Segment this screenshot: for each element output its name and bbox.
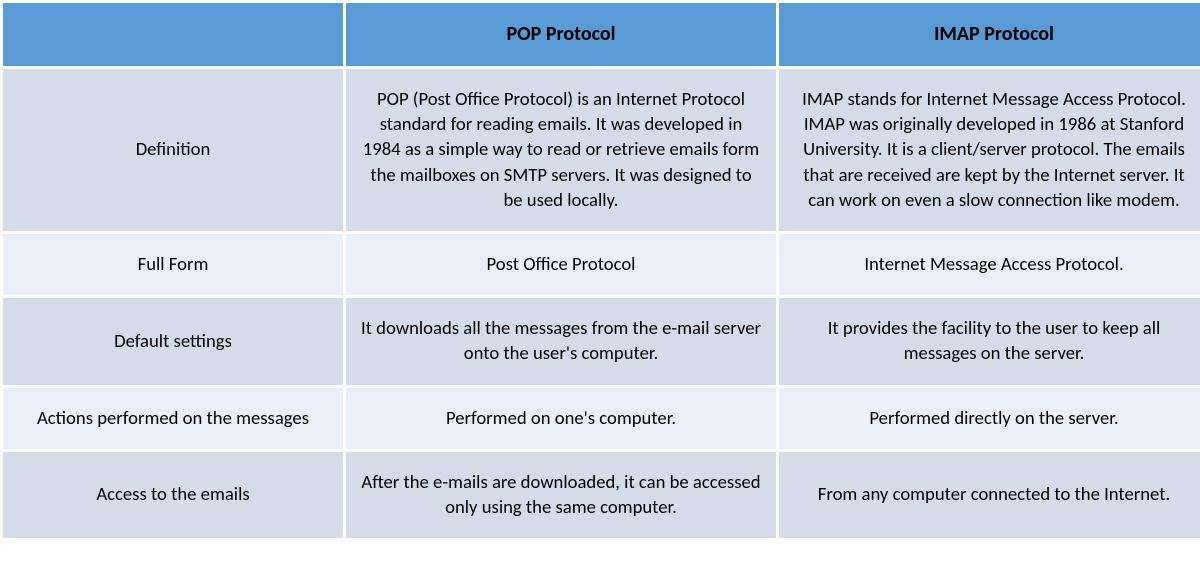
cell-pop-definition: POP (Post Office Protocol) is an Interne… bbox=[346, 69, 776, 231]
header-empty bbox=[3, 3, 343, 66]
table-row: Actions performed on the messages Perfor… bbox=[3, 388, 1200, 449]
cell-imap-definition: IMAP stands for Internet Message Access … bbox=[779, 69, 1200, 231]
row-label-actions: Actions performed on the messages bbox=[3, 388, 343, 449]
header-pop: POP Protocol bbox=[346, 3, 776, 66]
row-label-definition: Definition bbox=[3, 69, 343, 231]
cell-pop-defaultsettings: It downloads all the messages from the e… bbox=[346, 298, 776, 384]
cell-imap-actions: Performed directly on the server. bbox=[779, 388, 1200, 449]
table-row: Access to the emails After the e-mails a… bbox=[3, 452, 1200, 538]
cell-pop-actions: Performed on one's computer. bbox=[346, 388, 776, 449]
table-body: Definition POP (Post Office Protocol) is… bbox=[3, 69, 1200, 538]
table-row: Default settings It downloads all the me… bbox=[3, 298, 1200, 384]
cell-imap-access: From any computer connected to the Inter… bbox=[779, 452, 1200, 538]
cell-pop-fullform: Post Office Protocol bbox=[346, 234, 776, 295]
cell-imap-defaultsettings: It provides the facility to the user to … bbox=[779, 298, 1200, 384]
table-header-row: POP Protocol IMAP Protocol bbox=[3, 3, 1200, 66]
cell-pop-access: After the e-mails are downloaded, it can… bbox=[346, 452, 776, 538]
row-label-fullform: Full Form bbox=[3, 234, 343, 295]
cell-imap-fullform: Internet Message Access Protocol. bbox=[779, 234, 1200, 295]
row-label-access: Access to the emails bbox=[3, 452, 343, 538]
comparison-table: POP Protocol IMAP Protocol Definition PO… bbox=[0, 0, 1200, 541]
header-imap: IMAP Protocol bbox=[779, 3, 1200, 66]
row-label-defaultsettings: Default settings bbox=[3, 298, 343, 384]
table-row: Full Form Post Office Protocol Internet … bbox=[3, 234, 1200, 295]
table-row: Definition POP (Post Office Protocol) is… bbox=[3, 69, 1200, 231]
